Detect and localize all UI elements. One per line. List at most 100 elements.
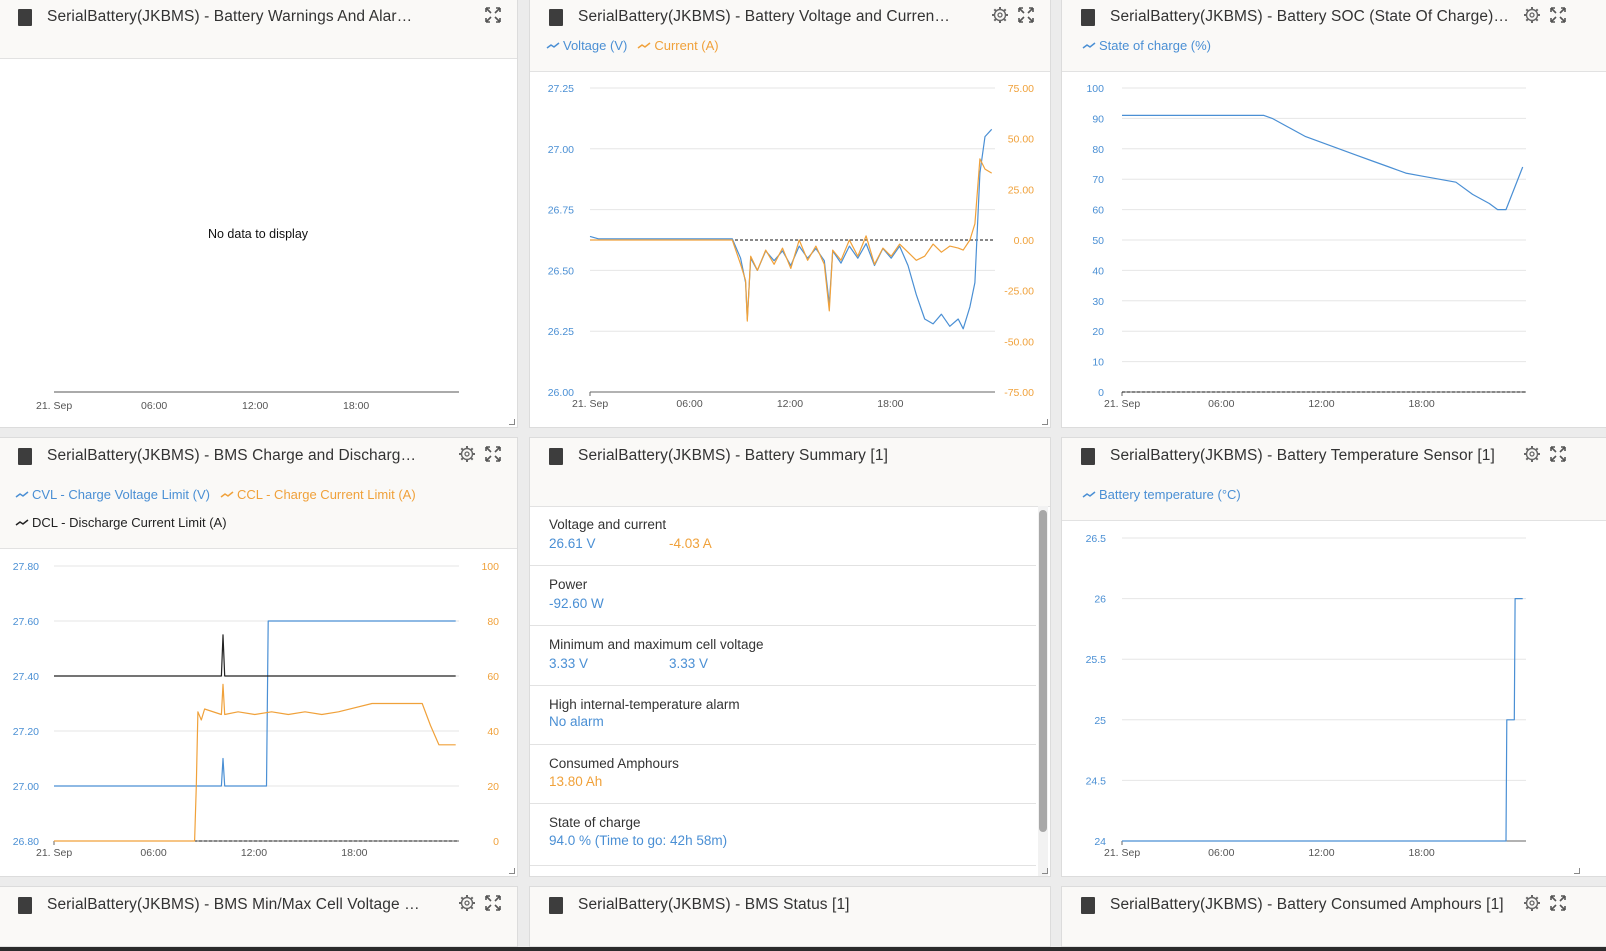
y-right-tick-label: -25.00 — [1004, 286, 1034, 298]
y-tick-label: 24 — [1094, 836, 1106, 848]
scrollbar[interactable] — [1038, 506, 1048, 876]
series-line-orange — [590, 158, 993, 322]
document-icon — [549, 448, 563, 465]
y-tick-label: 100 — [1086, 83, 1104, 95]
legend-label: Current (A) — [654, 38, 719, 53]
legend-label: Voltage (V) — [563, 38, 628, 53]
resize-handle[interactable] — [509, 868, 515, 874]
resize-handle[interactable] — [1042, 419, 1048, 425]
panel-temperature: SerialBattery(JKBMS) - Battery Temperatu… — [1061, 437, 1606, 877]
legend-soc[interactable]: State of charge (%) — [1082, 38, 1211, 53]
x-tick-label: 21. Sep — [36, 847, 72, 859]
y-tick-label: 27.00 — [13, 781, 39, 793]
series-icon — [220, 490, 234, 498]
panel-title: SerialBattery(JKBMS) - BMS Min/Max Cell … — [47, 896, 421, 913]
series-line-blue — [54, 620, 456, 787]
y-tick-label: 27.25 — [548, 83, 574, 95]
panel-header: SerialBattery(JKBMS) - BMS Min/Max Cell … — [0, 887, 517, 947]
y-tick-label: 26.25 — [548, 326, 574, 338]
legend-label: DCL - Discharge Current Limit (A) — [32, 515, 227, 530]
y-right-tick-label: 20 — [487, 781, 499, 793]
panel-header: SerialBattery(JKBMS) - Battery SOC (Stat… — [1062, 0, 1606, 72]
expand-icon[interactable] — [1548, 444, 1568, 464]
x-tick-label: 12:00 — [1308, 847, 1334, 859]
legend-voltage[interactable]: Voltage (V) — [546, 38, 627, 53]
y-right-tick-label: 60 — [487, 671, 499, 683]
expand-icon[interactable] — [1548, 5, 1568, 25]
panel-voltage-current: SerialBattery(JKBMS) - Battery Voltage a… — [529, 0, 1051, 428]
y-right-tick-label: 50.00 — [1008, 134, 1034, 146]
y-tick-label: 20 — [1092, 326, 1104, 338]
max-cell-voltage-value: 3.33 V — [669, 656, 709, 671]
gear-icon[interactable] — [457, 444, 477, 464]
y-tick-label: 26.5 — [1086, 533, 1107, 545]
summary-list: Voltage and current 26.61 V -4.03 A Power… — [530, 506, 1036, 876]
series-line-blue — [1122, 114, 1524, 211]
x-tick-label: 12:00 — [777, 398, 803, 410]
legend-current[interactable]: Current (A) — [637, 38, 719, 53]
summary-row-soc: State of charge 94.0 % (Time to go: 42h … — [530, 804, 1036, 866]
y-tick-label: 80 — [1092, 144, 1104, 156]
panel-warnings: SerialBattery(JKBMS) - Battery Warnings … — [0, 0, 518, 428]
gear-icon[interactable] — [1522, 893, 1542, 913]
legend-label: Battery temperature (°C) — [1099, 487, 1241, 502]
gear-icon[interactable] — [990, 5, 1010, 25]
series-icon — [637, 41, 651, 49]
y-tick-label: 60 — [1092, 205, 1104, 217]
gear-icon[interactable] — [1522, 444, 1542, 464]
x-tick-label: 18:00 — [343, 400, 369, 412]
panel-bms-limits: SerialBattery(JKBMS) - BMS Charge and Di… — [0, 437, 518, 877]
current-value: -4.03 A — [669, 536, 712, 551]
expand-icon[interactable] — [483, 444, 503, 464]
y-tick-label: 26.80 — [13, 836, 39, 848]
x-tick-label: 06:00 — [140, 847, 166, 859]
power-value: -92.60 W — [549, 596, 604, 611]
y-right-tick-label: 0 — [493, 836, 499, 848]
summary-label: State of charge — [549, 815, 641, 830]
x-tick-label: 12:00 — [1308, 398, 1334, 410]
summary-label: High internal-temperature alarm — [549, 697, 740, 712]
document-icon — [18, 448, 32, 465]
expand-icon[interactable] — [1016, 5, 1036, 25]
panel-header: SerialBattery(JKBMS) - Battery Warnings … — [0, 0, 517, 59]
warnings-chart: 21. Sep 06:00 12:00 18:00 — [36, 391, 459, 412]
scrollbar-thumb[interactable] — [1039, 510, 1047, 832]
panel-consumed-ah: SerialBattery(JKBMS) - Battery Consumed … — [1061, 886, 1606, 951]
y-tick-label: 26.75 — [548, 205, 574, 217]
no-data-message: No data to display — [207, 227, 309, 241]
summary-row-consumed-ah: Consumed Amphours 13.80 Ah — [530, 745, 1036, 804]
legend-dcl[interactable]: DCL - Discharge Current Limit (A) — [15, 515, 227, 530]
panel-title: SerialBattery(JKBMS) - Battery Consumed … — [1110, 896, 1504, 913]
expand-icon[interactable] — [1548, 893, 1568, 913]
expand-icon[interactable] — [483, 893, 503, 913]
series-line-blue — [589, 128, 993, 330]
document-icon — [1081, 9, 1095, 26]
y-right-tick-label: 100 — [481, 561, 499, 573]
expand-icon[interactable] — [483, 5, 503, 25]
y-tick-label: 10 — [1092, 357, 1104, 369]
legend-temperature[interactable]: Battery temperature (°C) — [1082, 487, 1241, 502]
y-right-tick-label: -50.00 — [1004, 336, 1034, 348]
y-tick-label: 30 — [1092, 296, 1104, 308]
y-tick-label: 25 — [1094, 715, 1106, 727]
document-icon — [549, 897, 563, 914]
legend-ccl[interactable]: CCL - Charge Current Limit (A) — [220, 487, 416, 502]
legend-label: CVL - Charge Voltage Limit (V) — [32, 487, 210, 502]
bms-limits-chart: 26.80 27.00 27.20 27.40 27.60 27.80 0 20 40 60 80 1… — [13, 561, 499, 859]
resize-handle[interactable] — [1042, 868, 1048, 874]
x-tick-label: 06:00 — [1208, 398, 1234, 410]
gear-icon[interactable] — [457, 893, 477, 913]
document-icon — [18, 9, 32, 26]
panel-title: SerialBattery(JKBMS) - Battery Summary [… — [578, 447, 888, 464]
y-tick-label: 27.80 — [13, 561, 39, 573]
series-icon — [15, 518, 29, 526]
y-tick-label: 26.50 — [548, 265, 574, 277]
document-icon — [1081, 897, 1095, 914]
gear-icon[interactable] — [1522, 5, 1542, 25]
y-tick-label: 25.5 — [1086, 654, 1107, 666]
resize-handle[interactable] — [509, 419, 515, 425]
legend-cvl[interactable]: CVL - Charge Voltage Limit (V) — [15, 487, 210, 502]
y-tick-label: 26.00 — [548, 387, 574, 399]
resize-handle[interactable] — [1574, 868, 1580, 874]
min-cell-voltage-value: 3.33 V — [549, 656, 589, 671]
